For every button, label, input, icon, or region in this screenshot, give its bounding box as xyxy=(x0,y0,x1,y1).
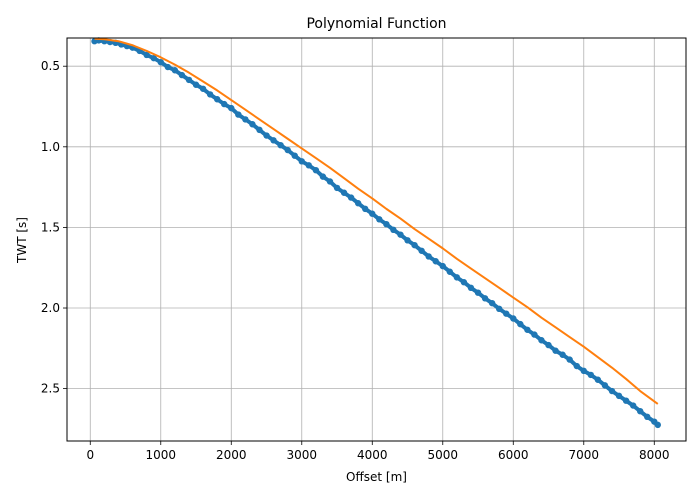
data-point xyxy=(305,162,313,169)
y-tick-label: 0.5 xyxy=(41,59,60,73)
fit-line xyxy=(94,37,659,405)
x-tick-label: 3000 xyxy=(286,448,317,462)
data-point xyxy=(150,54,157,62)
data-point xyxy=(228,104,235,112)
data-point xyxy=(362,205,369,213)
data-point xyxy=(199,85,207,92)
data-point xyxy=(460,279,468,286)
data-point xyxy=(376,216,383,223)
data-point xyxy=(418,247,425,254)
data-point xyxy=(284,146,291,154)
data-point xyxy=(467,284,475,292)
data-point xyxy=(573,362,580,370)
data-point xyxy=(510,315,517,322)
chart-title: Polynomial Function xyxy=(306,16,446,32)
y-tick-label: 2.0 xyxy=(41,301,60,315)
data-point xyxy=(411,241,418,249)
data-point xyxy=(538,337,545,344)
data-point xyxy=(608,387,616,395)
data-point xyxy=(545,341,552,349)
scatter-series xyxy=(91,37,661,429)
data-point xyxy=(629,402,637,409)
data-point xyxy=(601,382,609,389)
data-point xyxy=(594,376,602,383)
data-point xyxy=(206,91,214,98)
y-axis-label: TWT [s] xyxy=(15,217,29,264)
data-point xyxy=(164,63,172,71)
data-point xyxy=(298,158,305,165)
data-point xyxy=(404,237,411,244)
data-point xyxy=(622,397,630,404)
data-point xyxy=(531,331,538,338)
data-point xyxy=(390,226,397,234)
x-tick-label: 6000 xyxy=(498,448,529,462)
data-point xyxy=(425,253,432,260)
data-point xyxy=(312,166,320,174)
data-point xyxy=(242,116,249,123)
x-tick-label: 4000 xyxy=(357,448,388,462)
scatter-trace xyxy=(92,38,660,427)
data-point xyxy=(615,392,623,400)
x-tick-label: 1000 xyxy=(145,448,176,462)
data-point xyxy=(495,305,503,313)
data-point xyxy=(644,413,651,421)
data-point xyxy=(178,71,186,79)
data-point xyxy=(503,310,510,317)
data-point xyxy=(157,58,164,66)
data-point xyxy=(235,111,242,118)
data-point xyxy=(256,126,263,134)
data-point xyxy=(439,262,446,270)
x-tick-label: 7000 xyxy=(568,448,599,462)
data-point xyxy=(517,320,524,328)
data-point xyxy=(347,194,355,201)
series-layer xyxy=(91,37,661,429)
data-point xyxy=(291,152,298,159)
data-point xyxy=(143,51,150,59)
data-point xyxy=(213,96,221,103)
y-tick-label: 1.5 xyxy=(41,220,60,234)
x-tick-label: 5000 xyxy=(427,448,458,462)
data-point xyxy=(277,141,284,149)
x-axis-label: Offset [m] xyxy=(346,470,407,484)
data-point xyxy=(333,184,341,192)
data-point xyxy=(481,295,489,302)
grid xyxy=(67,38,686,441)
y-tick-label: 2.5 xyxy=(41,382,60,396)
data-point xyxy=(192,81,200,88)
data-point xyxy=(654,421,661,429)
data-point xyxy=(249,121,256,128)
data-point xyxy=(566,356,573,363)
data-point xyxy=(185,76,193,84)
data-point xyxy=(587,371,595,379)
plot-frame xyxy=(66,37,687,442)
ticks: 0 1000 2000 3000 4000 5000 6000 7000 8000 0.5 1.0 1… xyxy=(41,59,670,462)
x-tick-label: 2000 xyxy=(216,448,247,462)
x-tick-label: 8000 xyxy=(639,448,670,462)
data-point xyxy=(524,326,531,333)
data-point xyxy=(319,173,327,180)
data-point xyxy=(270,137,277,144)
data-point xyxy=(453,274,461,281)
data-point xyxy=(488,299,496,307)
data-point xyxy=(354,200,362,207)
data-point xyxy=(432,258,439,265)
data-point xyxy=(446,268,454,275)
data-point xyxy=(552,347,559,354)
data-point xyxy=(636,407,644,415)
data-point xyxy=(340,189,348,196)
y-tick-label: 1.0 xyxy=(41,140,60,154)
data-point xyxy=(580,367,587,375)
x-tick-label: 0 xyxy=(86,448,94,462)
data-point xyxy=(397,231,404,238)
data-point xyxy=(326,178,334,185)
data-point xyxy=(474,289,482,296)
data-point xyxy=(559,351,566,358)
data-point xyxy=(383,220,390,228)
data-point xyxy=(369,210,376,217)
data-point xyxy=(263,132,270,139)
data-point xyxy=(171,67,179,74)
data-point xyxy=(221,100,228,108)
